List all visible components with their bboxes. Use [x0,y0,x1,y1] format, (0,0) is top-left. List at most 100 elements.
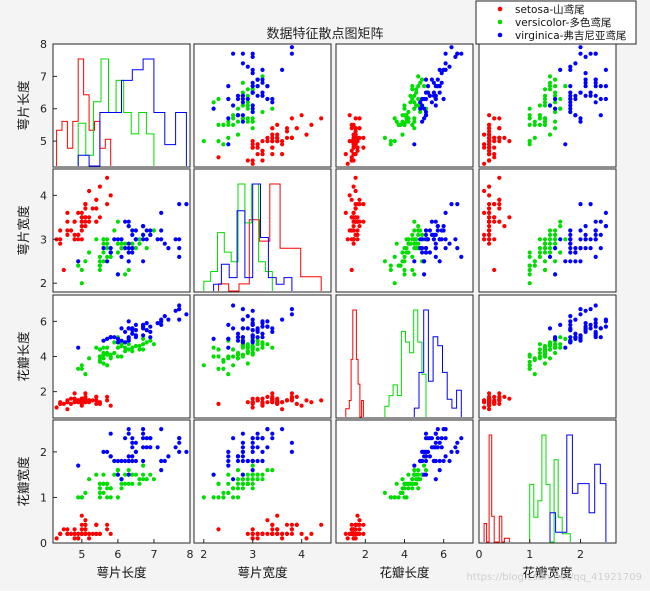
point-setosa [250,161,255,166]
point-virginica [76,345,81,350]
point-virginica [123,458,128,464]
point-versicolor [416,224,421,229]
point-versicolor [231,486,236,491]
point-versicolor [547,232,553,237]
point-setosa [492,215,497,220]
point-virginica [130,440,135,445]
point-virginica [598,232,603,237]
point-virginica [250,71,255,76]
point-virginica [250,440,255,445]
point-setosa [65,531,70,537]
point-versicolor [542,119,548,124]
point-versicolor [414,481,419,486]
point-versicolor [231,363,236,368]
point-versicolor [408,241,413,246]
point-versicolor [553,93,558,98]
point-versicolor [416,74,421,79]
point-setosa [83,202,88,207]
point-virginica [133,328,138,333]
point-virginica [443,427,448,432]
point-versicolor [420,232,425,237]
point-setosa [482,400,487,405]
point-virginica [443,436,448,441]
point-setosa [351,142,356,147]
point-virginica [603,224,609,229]
point-versicolor [250,486,255,491]
point-versicolor [79,363,84,368]
point-setosa [65,232,70,237]
point-setosa [94,394,99,399]
point-setosa [349,215,354,220]
point-virginica [155,237,160,242]
point-versicolor [388,495,393,500]
point-setosa [79,210,84,215]
chart-title: 数据特征散点图矩阵 [266,27,383,42]
point-virginica [130,458,135,464]
point-versicolor [126,468,131,473]
point-setosa [108,403,113,408]
point-virginica [108,431,113,436]
point-virginica [435,224,440,229]
point-virginica [583,93,588,98]
point-virginica [245,458,250,464]
point-versicolor [410,267,415,273]
point-versicolor [270,106,275,111]
point-setosa [482,188,487,194]
point-versicolor [151,477,156,482]
point-versicolor [240,116,245,121]
point-virginica [578,119,583,124]
point-setosa [353,188,358,194]
point-setosa [487,210,492,215]
point-virginica [133,333,138,338]
point-versicolor [404,481,409,486]
point-virginica [270,96,275,102]
point-virginica [423,237,429,242]
point-virginica [422,259,427,264]
point-versicolor [137,481,142,486]
point-versicolor [416,472,421,477]
point-virginica [427,93,432,98]
point-versicolor [392,116,397,121]
point-versicolor [101,345,106,350]
point-setosa [487,158,492,163]
panel-0-3 [478,43,617,168]
point-virginica [101,246,106,251]
point-setosa [250,396,255,401]
point-virginica [148,329,153,334]
point-virginica [231,51,236,56]
point-virginica [226,96,231,102]
point-virginica [568,109,573,115]
point-virginica [423,232,429,237]
point-setosa [482,405,487,410]
panel-frame [335,294,474,419]
point-virginica [126,219,131,224]
histogram-virginica [77,58,187,167]
point-versicolor [404,495,409,500]
point-virginica [211,472,216,477]
point-setosa [265,394,270,399]
point-virginica [250,449,255,454]
point-versicolor [130,349,135,354]
point-virginica [235,331,241,336]
point-virginica [443,61,448,66]
point-versicolor [553,90,558,95]
point-virginica [159,210,164,215]
point-setosa [58,237,63,242]
point-setosa [260,400,265,405]
point-versicolor [235,350,241,356]
point-setosa [487,148,492,153]
point-virginica [423,472,429,477]
point-versicolor [396,122,401,127]
point-setosa [361,145,366,150]
point-versicolor [270,345,275,350]
point-setosa [250,145,255,150]
point-virginica [423,113,429,118]
point-setosa [319,116,324,121]
point-versicolor [250,126,255,131]
point-virginica [427,228,432,233]
point-versicolor [410,96,415,102]
point-versicolor [547,241,553,246]
point-virginica [159,427,164,432]
point-setosa [357,116,362,121]
point-virginica [431,80,436,85]
